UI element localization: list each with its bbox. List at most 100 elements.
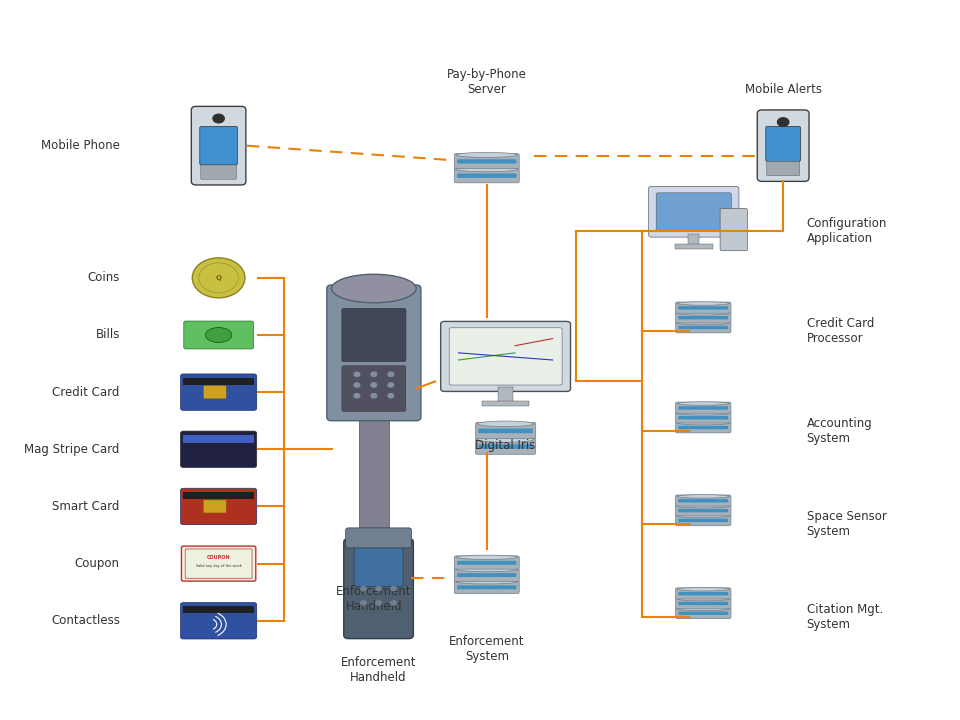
FancyBboxPatch shape — [679, 306, 728, 310]
Text: Q: Q — [216, 275, 222, 281]
Text: Coupon: Coupon — [75, 557, 120, 570]
Ellipse shape — [678, 588, 729, 591]
Ellipse shape — [678, 412, 729, 415]
FancyBboxPatch shape — [454, 168, 519, 183]
FancyBboxPatch shape — [676, 412, 731, 423]
FancyBboxPatch shape — [478, 444, 533, 449]
FancyBboxPatch shape — [204, 500, 227, 513]
Circle shape — [371, 383, 376, 387]
Text: Space Sensor
System: Space Sensor System — [806, 510, 886, 539]
FancyBboxPatch shape — [454, 580, 519, 593]
Bar — [183, 492, 253, 499]
FancyBboxPatch shape — [342, 366, 406, 411]
Ellipse shape — [456, 580, 517, 584]
Text: Enforcement
Handheld: Enforcement Handheld — [336, 585, 412, 613]
FancyBboxPatch shape — [676, 422, 731, 433]
FancyBboxPatch shape — [183, 321, 253, 349]
FancyBboxPatch shape — [679, 499, 728, 503]
Circle shape — [371, 372, 376, 377]
FancyBboxPatch shape — [676, 302, 731, 313]
FancyBboxPatch shape — [180, 431, 256, 467]
Ellipse shape — [678, 505, 729, 508]
Text: Contactless: Contactless — [51, 614, 120, 627]
FancyBboxPatch shape — [676, 515, 731, 526]
FancyBboxPatch shape — [676, 505, 731, 516]
Text: Smart Card: Smart Card — [53, 500, 120, 513]
Circle shape — [192, 258, 245, 298]
FancyBboxPatch shape — [180, 488, 256, 525]
FancyBboxPatch shape — [679, 518, 728, 522]
Circle shape — [361, 600, 367, 605]
FancyBboxPatch shape — [191, 107, 246, 185]
Ellipse shape — [678, 302, 729, 305]
FancyBboxPatch shape — [326, 285, 420, 420]
FancyBboxPatch shape — [676, 598, 731, 609]
Ellipse shape — [477, 421, 534, 426]
Text: Mobile Alerts: Mobile Alerts — [745, 83, 822, 96]
FancyBboxPatch shape — [649, 186, 739, 237]
FancyBboxPatch shape — [679, 611, 728, 615]
FancyBboxPatch shape — [457, 159, 516, 163]
FancyBboxPatch shape — [676, 322, 731, 333]
Text: Digital Iris: Digital Iris — [475, 438, 536, 451]
FancyBboxPatch shape — [679, 592, 728, 595]
Circle shape — [213, 114, 225, 123]
FancyBboxPatch shape — [679, 426, 728, 429]
Circle shape — [388, 383, 394, 387]
FancyBboxPatch shape — [679, 406, 728, 410]
FancyBboxPatch shape — [200, 127, 237, 165]
Ellipse shape — [456, 555, 517, 559]
Circle shape — [391, 600, 396, 605]
FancyBboxPatch shape — [475, 438, 536, 454]
FancyBboxPatch shape — [457, 174, 516, 178]
FancyBboxPatch shape — [180, 603, 256, 639]
Text: Bills: Bills — [95, 328, 120, 341]
FancyBboxPatch shape — [204, 386, 227, 399]
Ellipse shape — [456, 153, 517, 158]
Text: COUPON: COUPON — [206, 555, 230, 560]
FancyBboxPatch shape — [180, 374, 256, 410]
Circle shape — [354, 394, 360, 398]
Ellipse shape — [456, 567, 517, 572]
Ellipse shape — [678, 402, 729, 405]
FancyBboxPatch shape — [767, 161, 800, 176]
Ellipse shape — [678, 421, 729, 425]
FancyBboxPatch shape — [656, 193, 732, 231]
Circle shape — [375, 600, 381, 605]
Circle shape — [778, 118, 789, 127]
Bar — [183, 435, 253, 444]
FancyBboxPatch shape — [676, 312, 731, 323]
FancyBboxPatch shape — [457, 561, 516, 564]
FancyBboxPatch shape — [676, 608, 731, 618]
FancyBboxPatch shape — [676, 588, 731, 599]
FancyBboxPatch shape — [720, 209, 748, 251]
FancyBboxPatch shape — [457, 573, 516, 577]
FancyBboxPatch shape — [346, 528, 412, 548]
Text: Enforcement
Handheld: Enforcement Handheld — [341, 657, 417, 685]
Ellipse shape — [678, 312, 729, 315]
Bar — [482, 401, 529, 406]
Text: Valid any day of the week: Valid any day of the week — [196, 564, 242, 569]
FancyBboxPatch shape — [676, 402, 731, 413]
FancyBboxPatch shape — [475, 423, 536, 438]
Circle shape — [388, 394, 394, 398]
Text: Accounting
System: Accounting System — [806, 418, 873, 446]
FancyBboxPatch shape — [679, 316, 728, 320]
Circle shape — [361, 587, 367, 591]
Bar — [675, 244, 712, 249]
Bar — [183, 606, 253, 613]
FancyBboxPatch shape — [181, 546, 255, 581]
Ellipse shape — [678, 514, 729, 518]
FancyBboxPatch shape — [679, 509, 728, 513]
Text: Mag Stripe Card: Mag Stripe Card — [24, 443, 120, 456]
FancyBboxPatch shape — [201, 165, 236, 179]
FancyBboxPatch shape — [478, 428, 533, 433]
Text: Pay-by-Phone
Server: Pay-by-Phone Server — [446, 68, 527, 96]
FancyBboxPatch shape — [454, 153, 519, 168]
Circle shape — [354, 383, 360, 387]
FancyBboxPatch shape — [679, 326, 728, 329]
FancyBboxPatch shape — [342, 309, 406, 361]
Text: Coins: Coins — [87, 271, 120, 284]
FancyBboxPatch shape — [454, 556, 519, 569]
Text: Mobile Phone: Mobile Phone — [41, 139, 120, 152]
